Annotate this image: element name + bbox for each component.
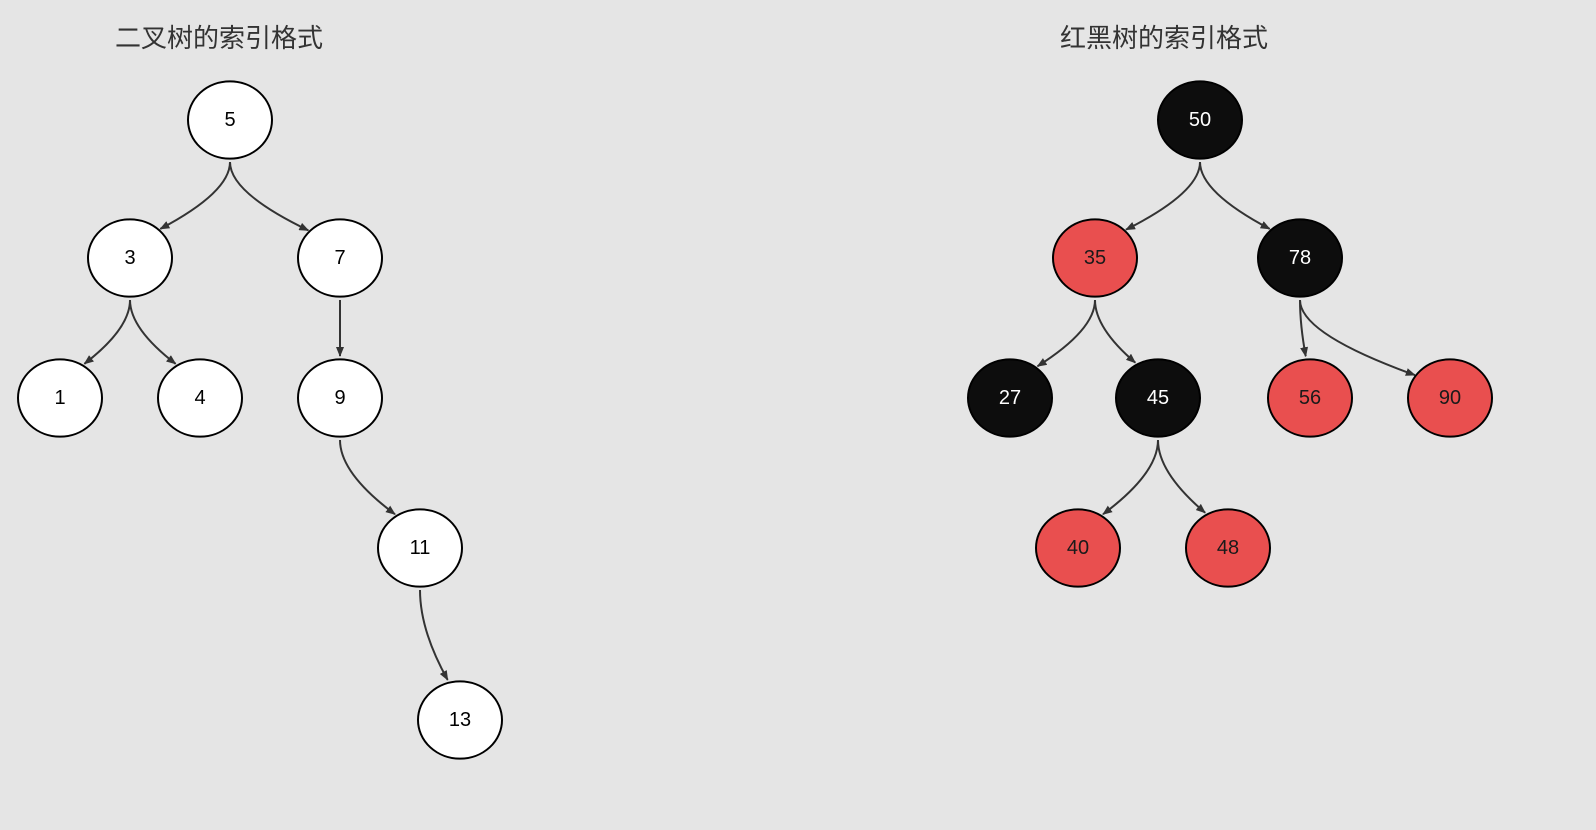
tree-node-label: 45	[1147, 387, 1169, 409]
tree-edge	[340, 440, 395, 514]
tree-node-label: 13	[449, 709, 471, 731]
tree-node-label: 48	[1217, 537, 1239, 559]
tree-node-label: 40	[1067, 537, 1089, 559]
tree-node-label: 11	[410, 537, 431, 559]
tree-node-label: 5	[224, 109, 235, 131]
tree-node: 78	[1258, 219, 1342, 296]
tree-node-label: 9	[334, 387, 345, 409]
tree-edge	[1103, 440, 1158, 514]
tree-edge	[84, 300, 130, 364]
tree-node: 7	[298, 219, 382, 296]
tree-node: 3	[88, 219, 172, 296]
tree-edge	[230, 162, 308, 230]
tree-edge	[1095, 300, 1135, 363]
tree-node: 4	[158, 359, 242, 436]
tree-node: 45	[1116, 359, 1200, 436]
tree-node: 90	[1408, 359, 1492, 436]
tree-node-label: 50	[1189, 109, 1211, 131]
tree-node: 13	[418, 681, 502, 758]
tree-edge	[1038, 300, 1095, 366]
tree-node-label: 1	[54, 387, 65, 409]
tree-node: 40	[1036, 509, 1120, 586]
tree-edge	[1126, 162, 1200, 230]
tree-edge	[1200, 162, 1270, 229]
tree-node: 11	[378, 509, 462, 586]
tree-node-label: 3	[124, 247, 135, 269]
tree-node: 50	[1158, 81, 1242, 158]
tree-node: 5	[188, 81, 272, 158]
tree-node: 1	[18, 359, 102, 436]
tree-node-label: 27	[999, 387, 1021, 409]
tree-node: 27	[968, 359, 1052, 436]
tree-diagrams: 5 3 7 1 4 9 11 13 50 35 78 27 45 56 90 40 48	[0, 0, 1596, 830]
tree-node-label: 78	[1289, 247, 1311, 269]
tree-node: 48	[1186, 509, 1270, 586]
tree-node-label: 90	[1439, 387, 1461, 409]
tree-node-label: 4	[194, 387, 205, 409]
tree-node: 56	[1268, 359, 1352, 436]
tree-node: 35	[1053, 219, 1137, 296]
tree-node: 9	[298, 359, 382, 436]
tree-edge	[130, 300, 176, 364]
tree-node-label: 35	[1084, 247, 1106, 269]
tree-edge	[1158, 440, 1205, 513]
tree-edge	[160, 162, 230, 229]
tree-node-label: 7	[334, 247, 345, 269]
tree-edge	[420, 590, 448, 680]
tree-node-label: 56	[1299, 387, 1321, 409]
